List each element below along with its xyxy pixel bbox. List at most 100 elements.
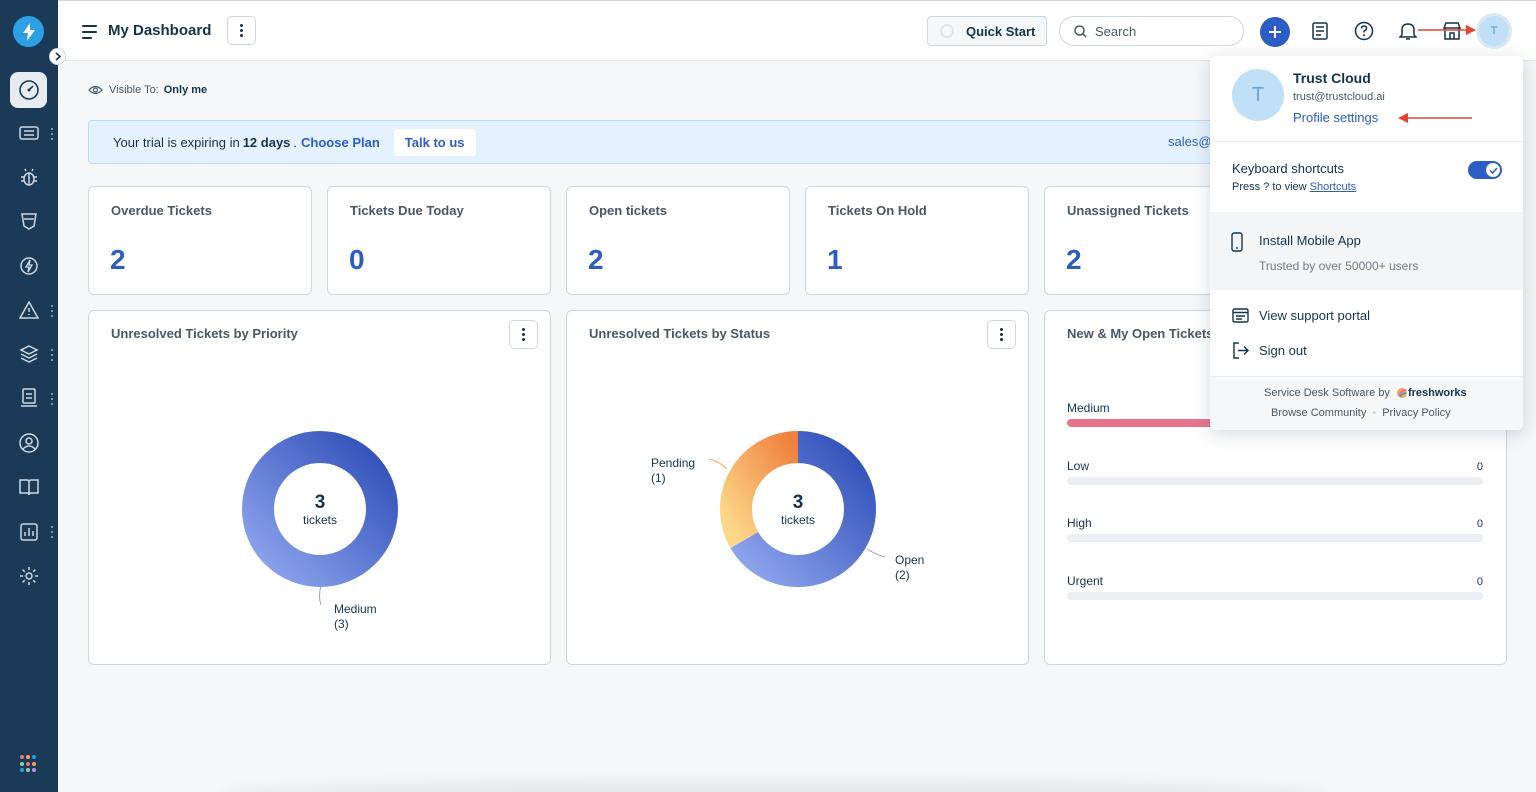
priority-bar-track xyxy=(1067,534,1483,542)
keyboard-shortcuts-toggle[interactable] xyxy=(1468,161,1502,179)
expand-sidebar-button[interactable] xyxy=(49,48,66,65)
sidebar-item-reports[interactable] xyxy=(10,514,47,550)
sidebar-item-admin[interactable] xyxy=(10,558,47,594)
shortcuts-hint: Press ? to view Shortcuts xyxy=(1232,181,1356,193)
shortcuts-link[interactable]: Shortcuts xyxy=(1309,181,1357,193)
sidebar-item-alerts[interactable] xyxy=(10,292,47,328)
layers-icon xyxy=(18,345,39,363)
tickets-more-icon[interactable] xyxy=(50,128,54,140)
stat-card-due-today[interactable]: Tickets Due Today 0 xyxy=(327,186,551,295)
shield-icon xyxy=(20,213,37,230)
slice-count: (3) xyxy=(334,617,349,631)
alerts-more-icon[interactable] xyxy=(50,305,54,317)
visibility-info: Visible To: Only me xyxy=(88,84,207,96)
stat-value: 0 xyxy=(349,244,365,275)
dashboard-options-button[interactable] xyxy=(227,16,256,45)
widget-options-button[interactable] xyxy=(509,320,538,349)
priority-bar-row[interactable]: High 0 xyxy=(1067,516,1483,542)
profile-settings-link[interactable]: Profile settings xyxy=(1293,110,1379,125)
sidebar-item-dashboard[interactable] xyxy=(10,72,47,108)
donut-slice-medium[interactable] xyxy=(242,431,398,587)
profile-avatar-button[interactable]: T xyxy=(1479,16,1509,46)
trial-period: . xyxy=(293,134,298,150)
stat-label: Overdue Tickets xyxy=(111,203,212,218)
donut-total: 3 xyxy=(314,492,326,513)
assets-more-icon[interactable] xyxy=(50,349,54,361)
bolt-icon xyxy=(22,22,35,41)
sidebar-item-solutions[interactable] xyxy=(10,469,47,505)
stat-label: Tickets Due Today xyxy=(350,203,464,218)
priority-name: High xyxy=(1067,516,1092,530)
slice-label-pending: Pending (1) xyxy=(651,456,695,486)
new-item-button[interactable] xyxy=(1260,17,1290,47)
warning-icon xyxy=(18,301,39,319)
sidebar-item-tickets[interactable] xyxy=(10,115,47,151)
priority-donut-chart xyxy=(242,431,398,606)
choose-plan-link[interactable]: Choose Plan xyxy=(301,134,380,150)
shortcuts-hint-text: Press ? to view xyxy=(1232,181,1307,193)
donut-slice-pending[interactable] xyxy=(720,431,799,548)
slice-count: (1) xyxy=(651,471,666,485)
stat-value: 2 xyxy=(588,244,604,275)
stat-card-overdue[interactable]: Overdue Tickets 2 xyxy=(88,186,312,295)
sidebar-item-contacts[interactable] xyxy=(10,425,47,461)
help-button[interactable] xyxy=(1351,18,1377,44)
priority-bar-row[interactable]: Low 0 xyxy=(1067,459,1483,485)
priority-count: 0 xyxy=(1476,461,1483,473)
donut-slice-open[interactable] xyxy=(730,431,876,587)
bell-icon xyxy=(1399,23,1417,40)
widget-status: Unresolved Tickets by Status 3 tickets P… xyxy=(566,310,1029,665)
keyboard-shortcuts-section: Keyboard shortcuts Press ? to view Short… xyxy=(1210,142,1523,212)
sign-out-item[interactable]: Sign out xyxy=(1210,335,1523,365)
view-support-portal-item[interactable]: View support portal xyxy=(1210,300,1523,330)
priority-bar-row[interactable]: Urgent 0 xyxy=(1067,574,1483,600)
stat-card-on-hold[interactable]: Tickets On Hold 1 xyxy=(805,186,1029,295)
quick-start-button[interactable]: Quick Start xyxy=(927,16,1047,46)
priority-bar-track xyxy=(1067,592,1483,600)
apps-grid-icon[interactable] xyxy=(20,755,38,773)
sidebar-item-contracts[interactable] xyxy=(10,380,47,416)
sales-email-link[interactable]: sales@ xyxy=(1168,134,1212,149)
mobile-phone-icon xyxy=(1231,232,1243,252)
stat-card-open[interactable]: Open tickets 2 xyxy=(566,186,790,295)
sidebar-item-releases[interactable] xyxy=(10,248,47,284)
slice-count: (2) xyxy=(895,568,910,582)
priority-name: Medium xyxy=(1067,401,1110,415)
donut-unit: tickets xyxy=(780,513,815,527)
menu-icon[interactable] xyxy=(82,25,97,43)
visibility-label: Visible To: xyxy=(109,84,159,96)
footer-links: Browse Community • Privacy Policy xyxy=(1271,407,1451,419)
slice-label-open: Open (2) xyxy=(895,553,924,583)
sidebar-item-changes[interactable] xyxy=(10,203,47,239)
activity-log-button[interactable] xyxy=(1307,18,1333,44)
search-icon xyxy=(1074,24,1087,38)
portal-icon xyxy=(1232,307,1249,323)
stat-label: Open tickets xyxy=(589,203,668,218)
contracts-more-icon[interactable] xyxy=(50,393,54,405)
stat-label: Unassigned Tickets xyxy=(1067,203,1189,218)
stat-value: 1 xyxy=(827,244,843,275)
stat-label: Tickets On Hold xyxy=(828,203,927,218)
document-list-icon xyxy=(1312,22,1328,40)
quick-start-label: Quick Start xyxy=(966,23,1036,39)
reports-more-icon[interactable] xyxy=(50,526,54,538)
marketplace-button[interactable] xyxy=(1439,18,1465,44)
sidebar-item-problems[interactable] xyxy=(10,159,47,195)
freshworks-logo-icon xyxy=(1396,388,1407,398)
notifications-button[interactable] xyxy=(1395,18,1421,44)
bug-icon xyxy=(20,168,37,186)
browse-community-link[interactable]: Browse Community xyxy=(1271,407,1367,419)
keyboard-shortcuts-label: Keyboard shortcuts xyxy=(1232,161,1345,176)
sidebar-item-assets[interactable] xyxy=(10,336,47,372)
freshservice-logo[interactable] xyxy=(13,16,44,47)
priority-name: Low xyxy=(1067,459,1090,473)
widget-title: New & My Open Tickets xyxy=(1067,326,1214,341)
profile-name: Trust Cloud xyxy=(1293,70,1371,86)
page-title: My Dashboard xyxy=(108,22,212,39)
profile-avatar: T xyxy=(1232,69,1284,121)
talk-to-us-button[interactable]: Talk to us xyxy=(393,128,476,156)
privacy-policy-link[interactable]: Privacy Policy xyxy=(1382,407,1451,419)
widget-options-button[interactable] xyxy=(987,320,1016,349)
install-mobile-app-item[interactable]: Install Mobile App Trusted by over 50000… xyxy=(1210,212,1523,290)
search-input[interactable]: Search xyxy=(1059,16,1244,46)
